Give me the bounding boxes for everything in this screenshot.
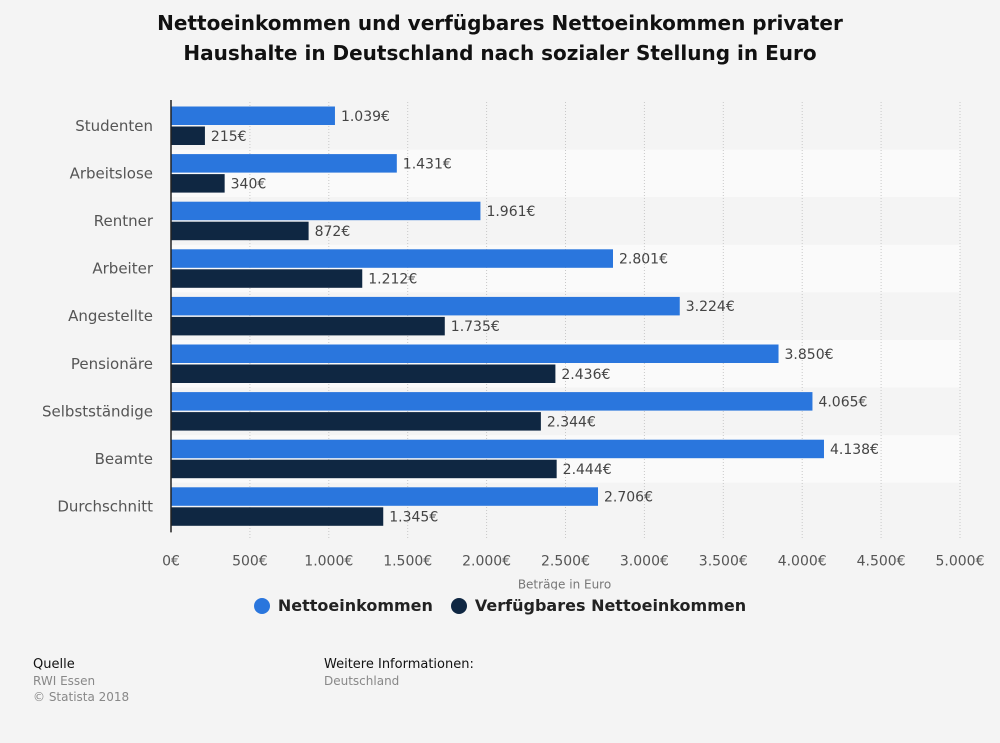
legend-dot-icon [253,597,270,614]
data-label: 1.961€ [486,204,535,220]
bar [171,316,445,336]
legend-item-verfuegbares-nettoeinkommen[interactable]: Verfügbares Nettoeinkommen [450,596,747,615]
x-tick-label: 4.000€ [778,553,827,569]
category-label: Arbeiter [92,260,153,278]
data-label: 2.706€ [604,490,653,506]
info-label: Weitere Informationen: [324,657,474,672]
bar [171,296,680,316]
x-tick-label: 1.000€ [304,553,353,569]
chart-title: Nettoeinkommen und verfügbares Nettoeink… [0,8,1000,68]
data-label: 872€ [315,224,351,240]
info-value: Deutschland [324,674,400,688]
data-label: 2.436€ [561,367,610,383]
bar [171,439,824,459]
data-label: 4.138€ [830,442,879,458]
legend-label: Verfügbares Nettoeinkommen [474,596,747,615]
data-label: 2.344€ [547,414,596,430]
x-tick-label: 5.000€ [936,553,985,569]
chart-title-line-1: Nettoeinkommen und verfügbares Nettoeink… [157,11,843,35]
data-label: 3.850€ [785,347,834,363]
data-label: 1.735€ [451,319,500,335]
x-axis-label: Beträge in Euro [518,577,611,590]
bar [171,201,481,221]
footer-info: Weitere Informationen: Deutschland [324,657,474,689]
bar [171,126,205,145]
legend-item-nettoeinkommen[interactable]: Nettoeinkommen [253,596,433,615]
data-label: 340€ [231,176,267,192]
data-label: 4.065€ [818,394,867,410]
bar [171,412,541,431]
bar [171,392,813,411]
x-tick-label: 4.500€ [857,553,906,569]
bar [171,106,335,125]
data-label: 3.224€ [686,299,735,315]
legend-dot-icon [450,597,467,614]
x-tick-label: 500€ [232,553,268,569]
category-label: Pensionäre [71,355,153,373]
category-label: Durchschnitt [57,498,153,516]
bar [171,487,599,506]
category-label: Arbeitslose [70,164,153,182]
source-label: Quelle [33,657,75,672]
category-label: Selbstständige [42,402,153,420]
bar [171,269,363,288]
data-label: 1.039€ [341,109,390,125]
data-label: 2.801€ [619,252,668,268]
bar [171,507,384,526]
copyright-text: © Statista 2018 [33,690,130,704]
chart-title-line-2: Haushalte in Deutschland nach sozialer S… [183,41,817,65]
data-label: 215€ [211,129,247,145]
legend-label: Nettoeinkommen [277,596,433,615]
data-label: 1.212€ [368,272,417,288]
category-label: Angestellte [68,307,153,325]
chart-legend: Nettoeinkommen Verfügbares Nettoeinkomme… [0,596,1000,615]
category-label: Beamte [95,450,153,468]
bar [171,459,557,479]
bar [171,221,309,241]
x-tick-label: 2.000€ [462,553,511,569]
data-label: 2.444€ [563,462,612,478]
bar-chart: Studenten 1.039€ 215€ Arbeitslose 1.431€ 340€… [42,100,985,590]
category-label: Rentner [94,212,154,230]
data-label: 1.431€ [403,156,452,172]
bar [171,344,779,363]
source-value[interactable]: RWI Essen [33,674,96,688]
category-label: Studenten [75,117,153,135]
x-tick-label: 1.500€ [383,553,432,569]
x-tick-label: 0€ [162,553,180,569]
x-tick-label: 3.000€ [620,553,669,569]
bar [171,249,613,268]
x-tick-label: 2.500€ [541,553,590,569]
bar [171,154,397,173]
footer-source: Quelle RWI Essen © Statista 2018 [33,657,129,705]
data-label: 1.345€ [389,510,438,526]
bar [171,364,556,383]
bar [171,174,225,193]
x-tick-label: 3.500€ [699,553,748,569]
